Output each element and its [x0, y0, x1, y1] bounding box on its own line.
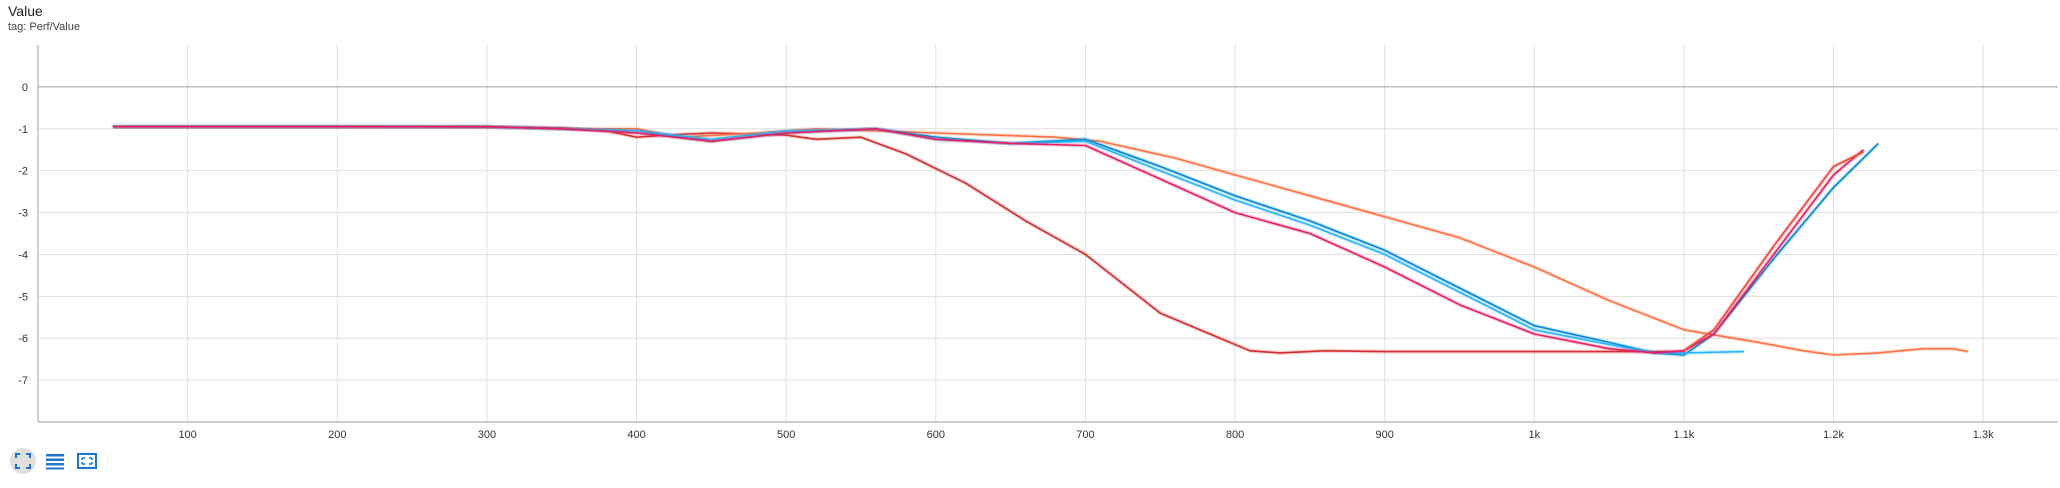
series-line-5 [1683, 151, 1864, 352]
series-line-3 [112, 125, 1744, 354]
y-tick-label: 0 [22, 82, 28, 94]
y-tick-label: -3 [18, 208, 28, 220]
chart-tag-subtitle: tag: Perf/Value [8, 21, 80, 33]
line-chart[interactable]: 100 200 300 400 500 600 700 800 900 1k 1.1k 1.2k 1.3… [0, 0, 2060, 440]
x-tick-label: 200 [328, 429, 346, 440]
series-line-1 [112, 125, 1969, 356]
chart-title: Value [8, 3, 43, 19]
toggle-log-scale-button[interactable] [42, 448, 68, 474]
x-tick-label: 800 [1226, 429, 1244, 440]
x-tick-label: 500 [777, 429, 795, 440]
series-halo-1 [112, 124, 1969, 357]
series-halo-0 [112, 124, 1684, 355]
x-tick-label: 1.2k [1823, 429, 1844, 440]
series-line-0 [112, 125, 1684, 354]
x-tick-label: 100 [178, 429, 196, 440]
y-tick-label: -6 [18, 333, 28, 345]
x-tick-label: 700 [1076, 429, 1094, 440]
fit-domain-button[interactable] [10, 448, 36, 474]
y-tick-label: -4 [18, 249, 28, 261]
series-line-4 [112, 125, 1865, 354]
y-tick-label: -1 [18, 124, 28, 136]
series-halo-4 [112, 124, 1865, 355]
x-tick-label: 1k [1528, 429, 1540, 440]
series-halo-2 [112, 124, 1880, 357]
toggle-log-scale-icon [45, 452, 65, 470]
x-tick-label: 1.3k [1973, 429, 1994, 440]
fit-domain-icon [14, 452, 32, 470]
y-tick-label: -7 [18, 375, 28, 387]
x-tick-label: 900 [1375, 429, 1393, 440]
x-tick-label: 400 [627, 429, 645, 440]
x-tick-label: 1.1k [1674, 429, 1695, 440]
zoom-region-icon [77, 452, 97, 470]
zoom-region-button[interactable] [74, 448, 100, 474]
chart-toolbar [10, 448, 100, 474]
x-tick-label: 300 [478, 429, 496, 440]
chart-header: Value tag: Perf/Value [8, 2, 80, 34]
x-tick-label: 600 [927, 429, 945, 440]
y-tick-label: -5 [18, 291, 28, 303]
y-tick-label: -2 [18, 166, 28, 178]
series-line-2 [112, 125, 1879, 356]
